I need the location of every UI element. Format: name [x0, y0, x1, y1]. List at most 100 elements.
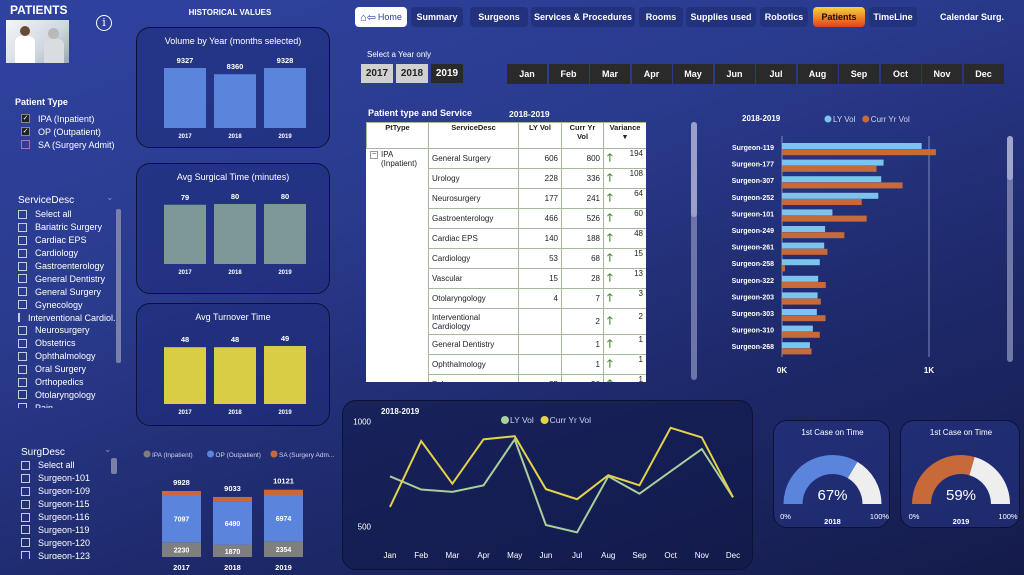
slicer-item[interactable]: Orthopedics	[18, 376, 120, 389]
patient-type-option[interactable]: ✓ OP (Outpatient)	[21, 125, 115, 138]
checkbox[interactable]	[21, 486, 30, 496]
nav-tab-supplies-used[interactable]: Supplies used	[686, 7, 756, 27]
table-row: General Dentistry 1 🡑 1	[367, 334, 646, 355]
checkbox[interactable]	[21, 512, 30, 522]
checkbox[interactable]	[18, 364, 27, 374]
checkbox[interactable]	[18, 287, 27, 297]
slicer-item[interactable]: Pain...	[18, 401, 120, 408]
slicer-item[interactable]: Bariatric Surgery	[18, 221, 120, 234]
slicer-item[interactable]: Cardiology	[18, 247, 120, 260]
checkbox[interactable]	[21, 525, 30, 535]
checkbox[interactable]	[21, 499, 30, 509]
checkbox[interactable]	[21, 460, 30, 470]
month-button-sep[interactable]: Sep	[839, 64, 879, 84]
checkbox[interactable]	[18, 338, 27, 348]
checkbox[interactable]	[18, 351, 27, 361]
slicer-item[interactable]: Surgeon-123	[21, 549, 116, 559]
chevron-down-icon[interactable]: ⌄	[104, 444, 112, 454]
slicer-item[interactable]: Surgeon-120	[21, 536, 116, 549]
slicer-item[interactable]: Surgeon-109	[21, 485, 116, 498]
month-button-jul[interactable]: Jul	[756, 64, 796, 84]
bar-2018	[214, 74, 256, 128]
checkbox[interactable]	[21, 551, 30, 559]
legend-marker	[270, 450, 278, 458]
x-tick-label: 2017	[173, 563, 190, 572]
checkbox[interactable]	[18, 261, 27, 271]
patient-type-option[interactable]: ✓ IPA (Inpatient)	[21, 112, 115, 125]
checkbox[interactable]	[21, 538, 30, 548]
month-button-mar[interactable]: Mar	[590, 64, 630, 84]
slicer-item[interactable]: Gastroenterology	[18, 260, 120, 273]
column-header[interactable]: PtType	[366, 122, 429, 149]
slicer-item[interactable]: Otolaryngology	[18, 388, 120, 401]
scrollbar-thumb[interactable]	[1007, 136, 1013, 180]
column-header[interactable]: ServiceDesc	[428, 122, 519, 149]
info-icon[interactable]: i	[96, 15, 112, 31]
nav-tab-patients[interactable]: Patients	[813, 7, 865, 27]
legend-marker	[824, 115, 832, 123]
chevron-down-icon[interactable]: ⌄	[106, 192, 114, 202]
slicer-item[interactable]: Neurosurgery	[18, 324, 120, 337]
month-button-dec[interactable]: Dec	[963, 64, 1004, 84]
checkbox[interactable]	[18, 248, 27, 258]
column-header[interactable]: LY Vol	[518, 122, 562, 149]
slicer-item[interactable]: Gynecology	[18, 298, 120, 311]
checkbox[interactable]	[18, 300, 27, 310]
nav-tab-calendar-surg-[interactable]: Calendar Surg.	[939, 12, 1004, 22]
checkbox[interactable]: ✓	[21, 127, 30, 136]
slicer-item[interactable]: Select all	[18, 208, 120, 221]
checkbox[interactable]	[18, 403, 27, 408]
chart-scrollbar[interactable]	[1007, 136, 1013, 362]
year-button-2019[interactable]: 2019	[431, 64, 463, 83]
checkbox[interactable]	[18, 313, 20, 323]
slicer-item[interactable]: Interventional Cardiol...	[18, 311, 120, 324]
column-header[interactable]: Curr Yr Vol	[561, 122, 604, 149]
slicer-item[interactable]: Surgeon-119	[21, 523, 116, 536]
patient-type-option[interactable]: SA (Surgery Admit)	[21, 138, 115, 151]
checkbox[interactable]	[18, 222, 27, 232]
checkbox[interactable]	[18, 235, 27, 245]
checkbox[interactable]	[18, 390, 27, 400]
month-button-jun[interactable]: Jun	[714, 64, 755, 84]
nav-home-button[interactable]: ⌂⇦ Home	[355, 7, 407, 27]
slicer-item[interactable]: Surgeon-115	[21, 498, 116, 511]
surgeon-slicer-scrollbar[interactable]	[111, 458, 117, 474]
slicer-item[interactable]: Cardiac EPS	[18, 234, 120, 247]
year-button-2018[interactable]: 2018	[396, 64, 428, 83]
checkbox[interactable]	[21, 140, 30, 149]
checkbox[interactable]	[21, 473, 30, 483]
nav-tab-surgeons[interactable]: Surgeons	[470, 7, 528, 27]
year-button-2017[interactable]: 2017	[361, 64, 393, 83]
ly-vol-cell	[518, 308, 562, 335]
month-button-nov[interactable]: Nov	[922, 64, 962, 84]
slicer-item[interactable]: Oral Surgery	[18, 363, 120, 376]
service-slicer-scrollbar[interactable]	[116, 209, 121, 363]
nav-tab-robotics[interactable]: Robotics	[760, 7, 808, 27]
slicer-item[interactable]: Obstetrics	[18, 337, 120, 350]
checkbox[interactable]: ✓	[21, 114, 30, 123]
checkbox[interactable]	[18, 377, 27, 387]
month-button-feb[interactable]: Feb	[548, 64, 589, 84]
month-button-aug[interactable]: Aug	[797, 64, 838, 84]
nav-tab-rooms[interactable]: Rooms	[639, 7, 683, 27]
slicer-item[interactable]: Surgeon-116	[21, 511, 116, 524]
table-scrollbar[interactable]	[691, 122, 697, 380]
month-button-jan[interactable]: Jan	[507, 64, 547, 84]
slicer-item[interactable]: Select all	[21, 459, 116, 472]
slicer-item[interactable]: Ophthalmology	[18, 350, 120, 363]
month-button-may[interactable]: May	[673, 64, 713, 84]
nav-tab-timeline[interactable]: TimeLine	[869, 7, 917, 27]
slicer-item[interactable]: General Dentistry	[18, 272, 120, 285]
checkbox[interactable]	[18, 209, 27, 219]
nav-tab-services-procedures[interactable]: Services & Procedures	[531, 7, 635, 27]
checkbox[interactable]	[18, 274, 27, 284]
nav-tab-summary[interactable]: Summary	[411, 7, 463, 27]
month-button-oct[interactable]: Oct	[880, 64, 921, 84]
slicer-item[interactable]: General Surgery	[18, 285, 120, 298]
slicer-item[interactable]: Surgeon-101	[21, 472, 116, 485]
month-button-apr[interactable]: Apr	[631, 64, 672, 84]
collapse-icon[interactable]: −	[370, 151, 378, 159]
column-header[interactable]: Variance ▾	[603, 122, 646, 149]
checkbox[interactable]	[18, 325, 27, 335]
x-tick-label: Jun	[539, 551, 552, 560]
